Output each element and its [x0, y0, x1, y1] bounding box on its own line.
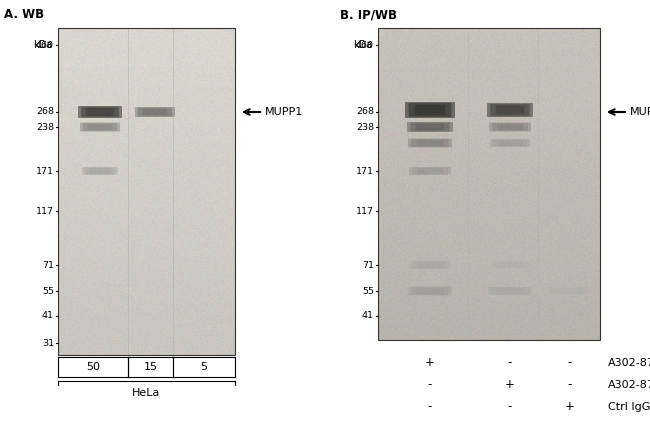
Text: 5: 5: [200, 362, 207, 372]
Text: 15: 15: [144, 362, 157, 372]
FancyBboxPatch shape: [493, 139, 527, 147]
FancyBboxPatch shape: [80, 123, 120, 132]
FancyBboxPatch shape: [492, 123, 528, 131]
FancyBboxPatch shape: [490, 139, 530, 147]
Text: 31: 31: [42, 338, 54, 347]
FancyBboxPatch shape: [558, 289, 582, 294]
FancyBboxPatch shape: [89, 168, 111, 174]
Text: -: -: [568, 356, 572, 369]
FancyBboxPatch shape: [553, 288, 587, 294]
FancyBboxPatch shape: [489, 123, 531, 132]
FancyBboxPatch shape: [497, 124, 523, 130]
Text: A302-877A: A302-877A: [608, 358, 650, 368]
Text: 41: 41: [362, 311, 374, 320]
FancyBboxPatch shape: [413, 261, 447, 269]
Text: MUPP1: MUPP1: [630, 107, 650, 117]
FancyBboxPatch shape: [497, 288, 524, 294]
FancyBboxPatch shape: [81, 107, 119, 117]
FancyBboxPatch shape: [498, 140, 523, 146]
Text: 460: 460: [36, 40, 54, 49]
FancyBboxPatch shape: [408, 286, 452, 295]
Text: 71: 71: [362, 261, 374, 270]
FancyBboxPatch shape: [142, 109, 168, 115]
FancyBboxPatch shape: [415, 105, 445, 115]
Text: +: +: [565, 400, 575, 414]
FancyBboxPatch shape: [138, 108, 172, 117]
Text: 71: 71: [42, 261, 54, 270]
Text: 268: 268: [36, 108, 54, 117]
FancyBboxPatch shape: [83, 123, 117, 131]
Text: -: -: [568, 378, 572, 391]
FancyBboxPatch shape: [411, 287, 449, 295]
FancyBboxPatch shape: [410, 261, 450, 269]
Text: 117: 117: [36, 206, 54, 215]
FancyBboxPatch shape: [494, 262, 526, 268]
FancyBboxPatch shape: [84, 167, 116, 175]
FancyBboxPatch shape: [417, 262, 443, 268]
Bar: [378, 28, 600, 340]
Text: 117: 117: [356, 206, 374, 215]
Text: -: -: [428, 378, 432, 391]
Text: 55: 55: [362, 286, 374, 295]
Text: 50: 50: [86, 362, 100, 372]
FancyBboxPatch shape: [407, 122, 453, 132]
Text: 238: 238: [36, 123, 54, 132]
FancyBboxPatch shape: [88, 124, 112, 130]
Text: A. WB: A. WB: [4, 8, 44, 21]
Text: +: +: [425, 356, 435, 369]
Text: 171: 171: [356, 166, 374, 175]
Text: 55: 55: [42, 286, 54, 295]
FancyBboxPatch shape: [417, 288, 443, 294]
Text: -: -: [428, 400, 432, 414]
Text: +: +: [505, 378, 515, 391]
Bar: [58, 28, 235, 355]
FancyBboxPatch shape: [78, 106, 122, 118]
FancyBboxPatch shape: [409, 167, 451, 175]
Text: B. IP/WB: B. IP/WB: [340, 8, 397, 21]
Text: 171: 171: [36, 166, 54, 175]
FancyBboxPatch shape: [550, 288, 590, 295]
FancyBboxPatch shape: [411, 139, 449, 147]
FancyBboxPatch shape: [410, 123, 450, 132]
FancyBboxPatch shape: [496, 105, 524, 115]
Text: Ctrl IgG: Ctrl IgG: [608, 402, 650, 412]
FancyBboxPatch shape: [412, 167, 448, 175]
FancyBboxPatch shape: [416, 123, 444, 130]
Text: MUPP1: MUPP1: [265, 107, 304, 117]
Text: kDa: kDa: [353, 40, 372, 50]
Text: 268: 268: [356, 108, 374, 117]
FancyBboxPatch shape: [491, 261, 529, 268]
Text: 460: 460: [356, 40, 374, 49]
FancyBboxPatch shape: [487, 103, 533, 117]
FancyBboxPatch shape: [491, 287, 529, 295]
FancyBboxPatch shape: [82, 167, 118, 175]
FancyBboxPatch shape: [405, 102, 455, 118]
FancyBboxPatch shape: [490, 104, 530, 116]
FancyBboxPatch shape: [417, 140, 443, 146]
FancyBboxPatch shape: [417, 168, 443, 174]
Text: A302-878A: A302-878A: [608, 380, 650, 390]
Text: kDa: kDa: [32, 40, 52, 50]
Text: HeLa: HeLa: [133, 388, 161, 398]
FancyBboxPatch shape: [86, 108, 114, 116]
Text: 238: 238: [356, 123, 374, 132]
FancyBboxPatch shape: [498, 262, 522, 267]
Text: 41: 41: [42, 311, 54, 320]
FancyBboxPatch shape: [135, 107, 175, 117]
Text: -: -: [508, 356, 512, 369]
FancyBboxPatch shape: [408, 138, 452, 147]
Text: -: -: [508, 400, 512, 414]
FancyBboxPatch shape: [409, 103, 451, 117]
FancyBboxPatch shape: [488, 287, 532, 295]
